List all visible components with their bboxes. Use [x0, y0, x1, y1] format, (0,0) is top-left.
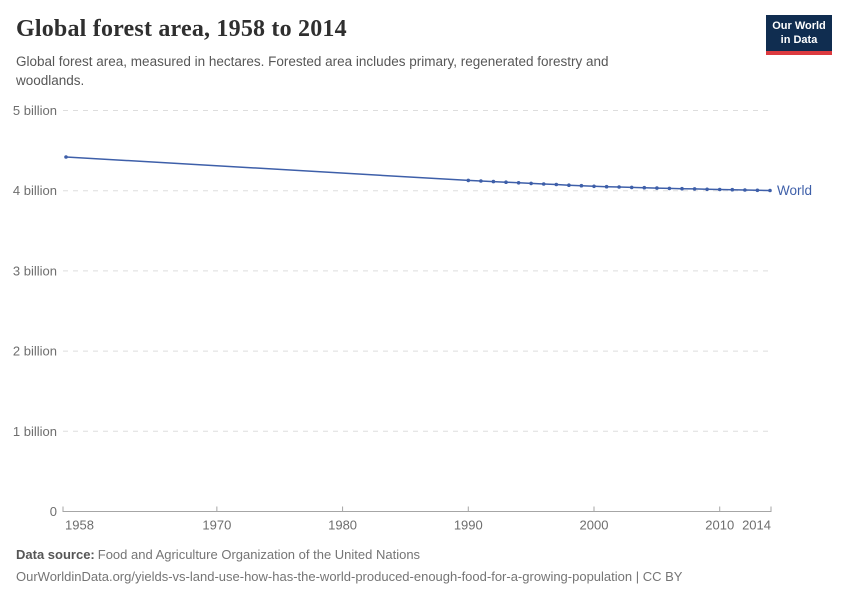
line-chart: 0 1 billion 2 billion 3 billion 4 billion 5 b…: [13, 103, 812, 533]
data-source-label: Data source:: [16, 547, 95, 562]
y-axis-tick-label: 0: [50, 504, 57, 519]
data-point-marker: [466, 178, 471, 183]
x-axis-tick-label: 1990: [454, 518, 483, 533]
data-point-marker: [617, 185, 621, 189]
x-axis-tick-label: 2014: [742, 518, 771, 533]
data-point-marker: [743, 188, 747, 192]
data-source-line: Data source: Food and Agriculture Organiz…: [16, 547, 834, 562]
data-point-marker: [567, 183, 571, 187]
data-point-marker: [642, 185, 647, 190]
data-point-marker: [529, 181, 533, 186]
data-point-marker: [592, 184, 596, 189]
owid-logo: Our World in Data: [766, 15, 832, 55]
chart-subtitle: Global forest area, measured in hectares…: [16, 54, 609, 89]
owid-logo-line2: in Data: [780, 34, 818, 47]
data-point-marker: [717, 187, 722, 192]
data-point-marker: [629, 185, 634, 190]
data-point-marker: [554, 182, 559, 187]
series-end-label: World: [777, 183, 812, 198]
y-axis-tick-label: 3 billion: [13, 263, 57, 278]
x-axis-tick-label: 1970: [202, 518, 231, 533]
series-line: [65, 156, 771, 192]
data-point-marker: [655, 186, 659, 190]
y-axis-tick-label: 1 billion: [13, 424, 57, 439]
data-point-marker: [504, 180, 508, 184]
x-axis-tick-label: 2000: [580, 518, 609, 533]
owid-logo-line1: Our World: [772, 20, 826, 32]
y-axis-tick-label: 2 billion: [13, 344, 57, 359]
y-axis-tick-label: 4 billion: [13, 183, 57, 198]
data-point-marker: [604, 184, 609, 189]
x-axis-tick-label: 2010: [705, 518, 734, 533]
data-point-marker: [479, 179, 483, 183]
data-point-marker: [491, 179, 496, 184]
data-point-marker: [667, 186, 672, 191]
data-point-marker: [755, 188, 760, 193]
page-title: Global forest area, 1958 to 2014: [16, 16, 347, 42]
data-point-marker: [768, 188, 772, 193]
data-source-text: Food and Agriculture Organization of the…: [97, 547, 421, 562]
data-point-marker: [516, 181, 521, 185]
data-point-marker: [64, 155, 68, 159]
data-point-marker: [579, 183, 584, 188]
chart-footer: Data source: Food and Agriculture Organiz…: [16, 547, 834, 585]
footer-url: OurWorldinData.org/yields-vs-land-use-ho…: [16, 569, 683, 585]
data-point-marker: [680, 186, 684, 191]
data-point-marker: [692, 187, 697, 191]
data-point-marker: [730, 187, 735, 192]
x-axis-tick-label: 1958: [65, 518, 94, 533]
x-axis-tick-label: 1980: [328, 518, 357, 533]
y-axis-tick-label: 5 billion: [13, 103, 57, 118]
x-axis-line: [62, 506, 772, 512]
data-point-marker: [705, 187, 709, 192]
data-point-marker: [541, 182, 546, 186]
